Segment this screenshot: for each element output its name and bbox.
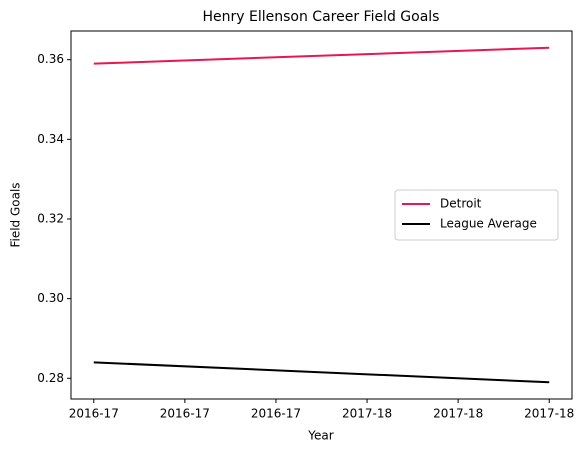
plot-frame <box>70 30 573 400</box>
x-axis-label: Year <box>307 429 333 443</box>
legend-box <box>394 189 559 241</box>
series-line <box>93 361 550 384</box>
y-tick-label: 0.34 <box>37 132 64 146</box>
x-tick-label: 2017-18 <box>433 407 483 421</box>
y-tick-label: 0.32 <box>37 211 64 225</box>
x-tick-label: 2016-17 <box>69 407 119 421</box>
y-axis-label: Field Goals <box>9 182 23 247</box>
x-tick-label: 2017-18 <box>524 407 574 421</box>
x-tick-label: 2016-17 <box>160 407 210 421</box>
y-tick-label: 0.30 <box>37 291 64 305</box>
chart-title: Henry Ellenson Career Field Goals <box>203 9 440 25</box>
x-tick-label: 2016-17 <box>251 407 301 421</box>
x-tick-label: 2017-18 <box>342 407 392 421</box>
legend-label: Detroit <box>440 197 482 211</box>
series-line <box>93 46 550 65</box>
y-tick-label: 0.28 <box>37 371 64 385</box>
y-tick-label: 0.36 <box>37 52 64 66</box>
legend-label: League Average <box>440 217 537 231</box>
